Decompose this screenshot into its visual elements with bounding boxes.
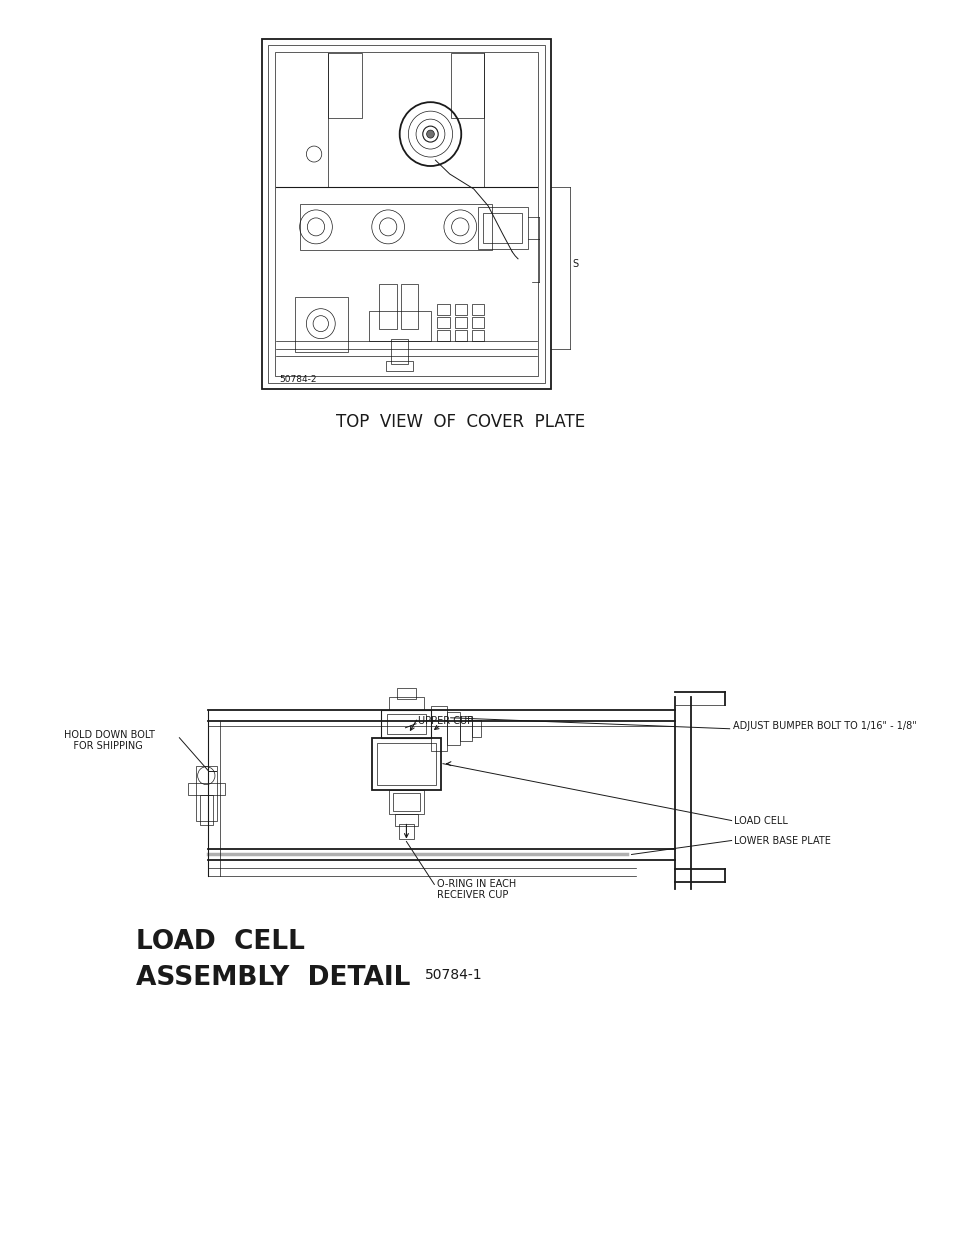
Bar [262, 40, 550, 389]
Bar [454, 330, 467, 341]
Bar [369, 311, 431, 341]
Bar [436, 304, 449, 315]
Text: HOLD DOWN BOLT: HOLD DOWN BOLT [64, 730, 154, 740]
Bar [477, 207, 527, 248]
Bar [376, 742, 436, 784]
Text: ASSEMBLY  DETAIL: ASSEMBLY DETAIL [136, 966, 410, 992]
Text: RECEIVER CUP: RECEIVER CUP [436, 890, 508, 900]
Bar [199, 794, 213, 825]
Text: UPPER CUP: UPPER CUP [417, 716, 473, 726]
Bar [372, 737, 440, 789]
Bar [391, 338, 408, 363]
Bar [386, 361, 413, 370]
Circle shape [426, 130, 434, 138]
Text: LOAD CELL: LOAD CELL [734, 815, 787, 825]
Bar [188, 783, 224, 794]
Bar [387, 714, 425, 734]
Bar [400, 284, 417, 329]
Bar [393, 793, 419, 810]
Bar [483, 212, 521, 243]
Bar [431, 705, 446, 751]
Bar [379, 284, 396, 329]
Bar [294, 296, 348, 352]
Text: O-RING IN EACH: O-RING IN EACH [436, 879, 516, 889]
Bar [472, 330, 484, 341]
Bar [454, 316, 467, 327]
Bar [459, 716, 472, 741]
Bar [389, 697, 423, 710]
Bar [436, 330, 449, 341]
Text: 50784-2: 50784-2 [279, 374, 316, 384]
Bar [446, 711, 459, 745]
Text: S: S [571, 259, 578, 269]
Bar [299, 204, 492, 249]
Text: LOWER BASE PLATE: LOWER BASE PLATE [734, 836, 830, 846]
Bar [268, 46, 544, 383]
Bar [454, 304, 467, 315]
Bar [450, 53, 484, 119]
Text: LOAD  CELL: LOAD CELL [136, 929, 305, 956]
Bar [436, 316, 449, 327]
Text: TOP  VIEW  OF  COVER  PLATE: TOP VIEW OF COVER PLATE [335, 414, 584, 431]
Text: FOR SHIPPING: FOR SHIPPING [64, 741, 143, 751]
Bar [398, 824, 414, 840]
Bar [395, 814, 417, 825]
Text: 50784-1: 50784-1 [424, 968, 482, 982]
Bar [396, 688, 416, 699]
Bar [472, 720, 481, 737]
Bar [472, 304, 484, 315]
Bar [472, 316, 484, 327]
Bar [389, 789, 423, 814]
Bar [274, 52, 537, 375]
Bar [381, 710, 431, 737]
Bar [195, 766, 216, 820]
Text: ADJUST BUMPER BOLT TO 1/16" - 1/8": ADJUST BUMPER BOLT TO 1/16" - 1/8" [732, 721, 916, 731]
Bar [328, 53, 362, 119]
